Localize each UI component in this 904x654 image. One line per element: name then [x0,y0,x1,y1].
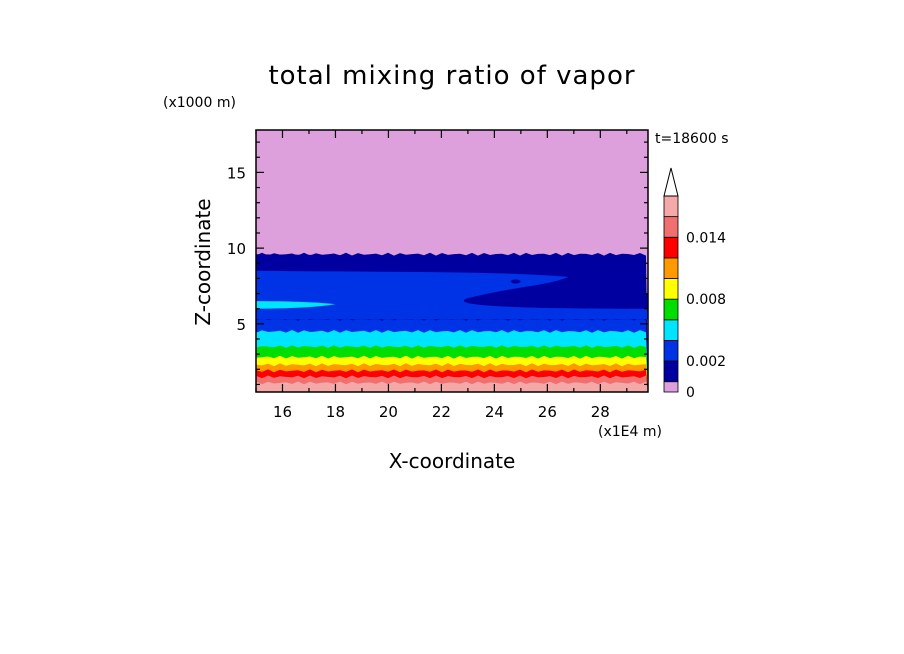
colorbar-swatch [663,340,679,362]
x-tick-label: 24 [485,403,504,421]
x-tick-label: 20 [379,403,398,421]
x-tick-label: 28 [591,403,610,421]
x-tick-label: 18 [326,403,345,421]
plot-area: 16 18 20 22 24 26 28 5 10 15 [227,129,649,421]
contour-region [256,301,336,309]
x-tick-label: 16 [273,403,292,421]
colorbar-swatch [663,195,679,218]
x-tick-label: 22 [432,403,451,421]
contour-region [256,270,648,320]
x-unit-label: (x1E4 m) [598,424,662,440]
chart-title: total mixing ratio of vapor [268,61,635,91]
y-tick-label: 5 [236,316,246,334]
colorbar-tick-label: 0.008 [686,292,726,308]
colorbar-swatch [663,216,679,238]
contour-region [510,279,521,284]
colorbar: 0 0.002 0.008 0.014 [663,167,726,401]
colorbar-extend-arrow [663,167,679,197]
x-tick-label: 26 [538,403,557,421]
time-label: t=18600 s [655,131,729,147]
y-tick-label: 15 [227,164,246,182]
contour-region [256,313,309,320]
y-axis-title: Z-coordinate [191,198,215,325]
colorbar-tick-label: 0.002 [686,354,726,370]
colorbar-swatch [663,381,679,393]
contour-band [256,381,648,392]
colorbar-swatch [663,236,679,259]
colorbar-swatch [663,360,679,383]
x-axis-title: X-coordinate [389,449,516,473]
y-tick-label: 10 [227,240,246,258]
colorbar-tick-label: 0 [686,385,695,401]
y-unit-label: (x1000 m) [163,95,236,111]
contour-fill [256,130,648,392]
colorbar-swatch [663,257,679,279]
plot-frame [255,129,649,393]
colorbar-swatch [663,319,679,341]
colorbar-tick-label: 0.014 [686,230,726,246]
colorbar-swatch [663,298,679,321]
colorbar-swatch [663,278,679,300]
